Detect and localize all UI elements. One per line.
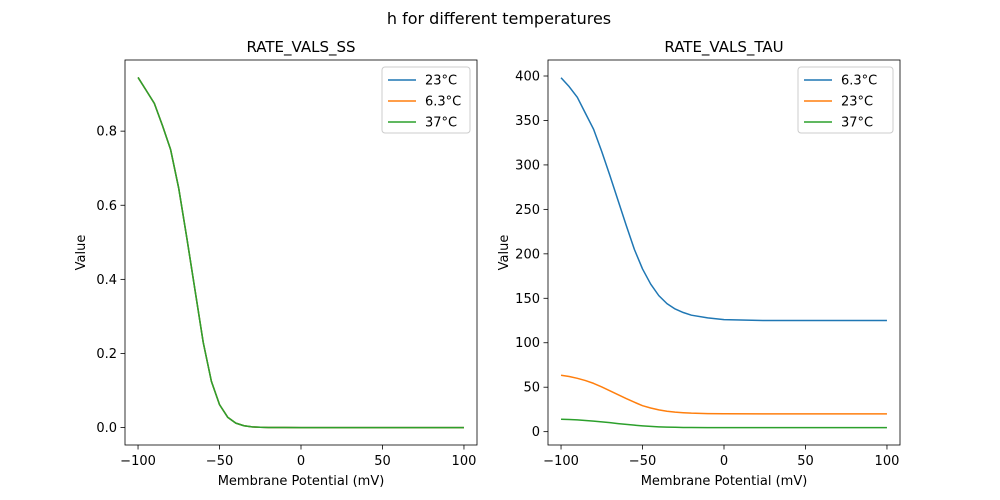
legend-label-0: 23°C bbox=[425, 74, 457, 89]
x-tick-label: 100 bbox=[452, 454, 477, 469]
legend-box bbox=[797, 66, 894, 134]
legend-label-1: 6.3°C bbox=[425, 95, 461, 110]
x-tick-label: 50 bbox=[374, 454, 391, 469]
legend-box bbox=[381, 66, 471, 134]
y-tick-label: 100 bbox=[515, 336, 540, 351]
y-tick-label: 300 bbox=[515, 158, 540, 173]
y-tick-label: 400 bbox=[515, 70, 540, 85]
y-tick-label: 0.6 bbox=[96, 199, 117, 214]
y-tick-label: 350 bbox=[515, 114, 540, 129]
legend: 6.3°C 23°C 37°C bbox=[797, 66, 894, 134]
figure-title: h for different temperatures bbox=[387, 9, 611, 28]
y-axis-label: Value bbox=[74, 235, 89, 271]
legend-label-2: 37°C bbox=[841, 116, 873, 131]
series-line-2 bbox=[561, 418, 887, 429]
legend-label-0: 6.3°C bbox=[841, 74, 877, 89]
chart-tau: −100 −50 0 50 100 0 50 100 150 200 250 300 350 400 RAT… bbox=[497, 38, 901, 489]
y-tick-label: 0.8 bbox=[96, 125, 117, 140]
y-tick-label: 0 bbox=[532, 425, 540, 440]
y-tick-label: 50 bbox=[523, 381, 540, 396]
x-tick-label: −100 bbox=[120, 454, 156, 469]
series-lines bbox=[560, 77, 887, 429]
legend-label-2: 37°C bbox=[425, 116, 457, 131]
series-line-2 bbox=[137, 77, 464, 429]
y-tick-label: 0.2 bbox=[96, 347, 117, 362]
x-tick-label: −50 bbox=[629, 454, 656, 469]
series-lines bbox=[137, 77, 464, 429]
x-tick-label: 50 bbox=[797, 454, 814, 469]
x-axis-label: Membrane Potential (mV) bbox=[218, 474, 385, 489]
x-tick-label: 0 bbox=[720, 454, 728, 469]
axes-title: RATE_VALS_TAU bbox=[664, 38, 783, 57]
y-tick-label: 250 bbox=[515, 203, 540, 218]
x-tick-label: −100 bbox=[543, 454, 579, 469]
y-tick-label: 0.4 bbox=[96, 273, 117, 288]
x-tick-label: 0 bbox=[297, 454, 305, 469]
x-axis-label: Membrane Potential (mV) bbox=[641, 474, 808, 489]
y-tick-label: 0.0 bbox=[96, 421, 117, 436]
y-axis-label: Value bbox=[497, 235, 512, 271]
legend-label-1: 23°C bbox=[841, 95, 873, 110]
series-line-0 bbox=[560, 77, 887, 322]
y-tick-label: 200 bbox=[515, 247, 540, 262]
chart-ss: −100 −50 0 50 100 0.0 0.2 0.4 0.6 0.8 RATE_VALS_SS… bbox=[74, 38, 478, 489]
series-line-1 bbox=[560, 374, 887, 415]
x-tick-label: −50 bbox=[206, 454, 233, 469]
x-tick-label: 100 bbox=[875, 454, 900, 469]
axes-title: RATE_VALS_SS bbox=[246, 38, 355, 57]
legend: 23°C 6.3°C 37°C bbox=[381, 66, 471, 134]
y-tick-label: 150 bbox=[515, 292, 540, 307]
